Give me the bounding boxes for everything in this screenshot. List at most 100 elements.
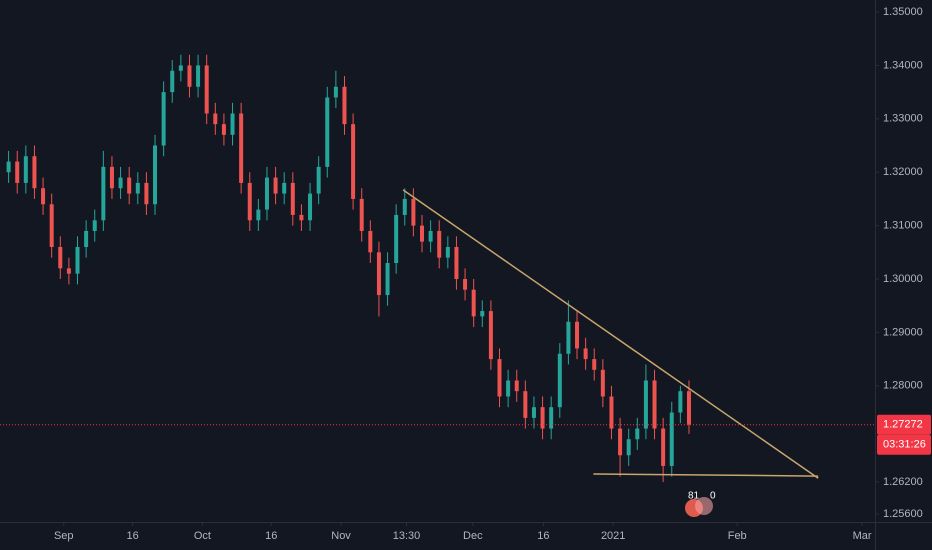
candle-body xyxy=(394,214,399,264)
candle-body xyxy=(618,428,623,456)
candle-body xyxy=(92,220,97,231)
candle-body xyxy=(308,193,313,221)
candle-body xyxy=(445,246,450,258)
y-tick-label: 1.26200 xyxy=(883,476,923,488)
candle-body xyxy=(566,321,571,354)
y-tick-label: 1.32000 xyxy=(883,166,923,178)
countdown-label: 03:31:26 xyxy=(883,439,926,451)
candle-body xyxy=(540,407,545,429)
candle-body xyxy=(273,177,278,194)
candle-body xyxy=(49,204,54,247)
candle-body xyxy=(488,311,493,360)
candle-body xyxy=(428,230,433,242)
candle-body xyxy=(316,166,321,194)
badge-icon xyxy=(695,497,713,515)
candle-body xyxy=(368,230,373,253)
trendline xyxy=(402,189,819,479)
x-tick-label: Feb xyxy=(728,530,747,542)
candle-body xyxy=(411,198,416,226)
countdown-box xyxy=(877,434,931,455)
candle-body xyxy=(23,156,28,183)
candle-body xyxy=(686,391,691,425)
candle-body xyxy=(463,279,468,290)
candle-body xyxy=(575,321,580,349)
candle-body xyxy=(583,348,588,360)
candle-body xyxy=(342,86,347,125)
candle-body xyxy=(626,439,631,456)
candle-body xyxy=(669,412,674,466)
candle-body xyxy=(264,177,269,210)
x-tick-label: 2021 xyxy=(601,530,625,542)
candle-body xyxy=(557,353,562,408)
candle-body xyxy=(153,145,158,205)
candle-body xyxy=(161,92,166,146)
candle-body xyxy=(454,246,459,280)
badge-label: 81 xyxy=(688,491,700,502)
candle-body xyxy=(592,359,597,370)
candle-body xyxy=(66,268,71,274)
candle-body xyxy=(506,380,511,397)
candle-body xyxy=(480,311,485,317)
candle-body xyxy=(135,182,140,194)
candle-body xyxy=(419,225,424,242)
last-price-label: 1.27272 xyxy=(883,419,923,431)
candle-body xyxy=(101,166,106,221)
candle-body xyxy=(230,113,235,135)
x-tick-label: Sep xyxy=(54,530,74,542)
candle-body xyxy=(600,369,605,397)
candle-body xyxy=(376,252,381,296)
candle-body xyxy=(41,188,46,205)
candle-body xyxy=(678,391,683,413)
candle-body xyxy=(635,428,640,440)
candle-body xyxy=(196,65,201,87)
candle-body xyxy=(144,182,149,205)
candle-body xyxy=(256,209,261,221)
x-tick-label: Nov xyxy=(331,530,351,542)
candle-body xyxy=(471,289,476,317)
candle-body xyxy=(221,124,226,135)
candle-body xyxy=(118,177,123,189)
x-tick-label: Dec xyxy=(463,530,483,542)
candle-body xyxy=(127,177,132,194)
y-tick-label: 1.31000 xyxy=(883,220,923,232)
candle-body xyxy=(247,182,252,221)
candle-body xyxy=(497,359,502,397)
candle-body xyxy=(204,65,209,114)
candle-body xyxy=(58,246,63,269)
candle-body xyxy=(6,161,11,173)
y-tick-label: 1.34000 xyxy=(883,59,923,71)
x-tick-label: Oct xyxy=(194,530,211,542)
x-tick-label: Mar xyxy=(853,530,872,542)
candle-body xyxy=(514,380,519,392)
candle-body xyxy=(531,407,536,418)
candle-body xyxy=(661,428,666,466)
y-tick-label: 1.25600 xyxy=(883,508,923,520)
candle-body xyxy=(643,380,648,429)
candle-body xyxy=(402,198,407,215)
candle-body xyxy=(549,407,554,429)
trendline xyxy=(593,473,819,477)
candle-body xyxy=(15,161,20,183)
x-tick-label: 16 xyxy=(537,530,549,542)
x-tick-label: 16 xyxy=(127,530,139,542)
candle-body xyxy=(299,214,304,221)
candle-body xyxy=(32,156,37,189)
candle-body xyxy=(213,113,218,125)
candle-body xyxy=(84,230,89,247)
candle-body xyxy=(609,396,614,429)
candle-body xyxy=(75,246,80,274)
last-price-box xyxy=(877,414,931,435)
x-tick-label: 13:30 xyxy=(393,530,421,542)
candle-body xyxy=(333,86,338,98)
candle-body xyxy=(239,113,244,183)
y-tick-label: 1.28000 xyxy=(883,380,923,392)
candle-body xyxy=(187,65,192,87)
candle-body xyxy=(282,182,287,194)
candle-body xyxy=(351,124,356,199)
x-tick-label: 16 xyxy=(265,530,277,542)
candle-body xyxy=(109,166,114,189)
candle-body xyxy=(523,391,528,418)
